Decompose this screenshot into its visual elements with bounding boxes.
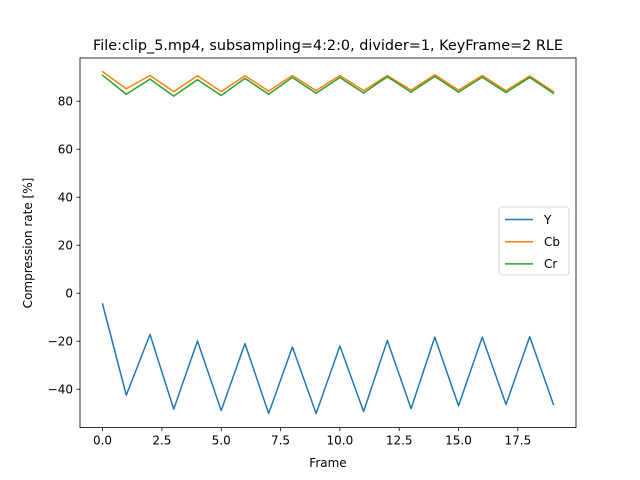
y-tick-label: 20 xyxy=(58,239,73,253)
y-tick-label: 40 xyxy=(58,191,73,205)
series-line-cr xyxy=(101,74,555,97)
x-tick-label: 12.5 xyxy=(386,434,413,448)
series-line-y xyxy=(101,303,555,415)
plot-lines xyxy=(101,70,555,415)
y-tick-label: 60 xyxy=(58,143,73,157)
y-axis-label: Compression rate [%] xyxy=(21,178,35,309)
y-tick-label: −40 xyxy=(48,383,73,397)
legend-items: Y Cb Cr xyxy=(505,213,560,271)
legend-label: Cb xyxy=(544,235,560,249)
chart-title: File:clip_5.mp4, subsampling=4:2:0, divi… xyxy=(93,38,563,54)
x-tick-label: 7.5 xyxy=(271,434,290,448)
x-tick-label: 17.5 xyxy=(504,434,531,448)
x-tick-label: 15.0 xyxy=(445,434,472,448)
y-tick-label: −20 xyxy=(48,335,73,349)
legend: Y Cb Cr xyxy=(498,206,570,276)
x-tick-label: 10.0 xyxy=(327,434,354,448)
x-axis-label: Frame xyxy=(309,456,346,470)
y-tick-label: 0 xyxy=(65,287,73,301)
legend-label: Cr xyxy=(544,257,557,271)
x-tick-label: 0.0 xyxy=(93,434,112,448)
plot-frame xyxy=(79,57,577,429)
legend-box xyxy=(498,206,570,276)
x-axis-ticks: 0.0 2.5 5.0 7.5 10.0 12.5 15.0 17.5 xyxy=(93,427,531,448)
y-axis-ticks: −40 −20 0 20 40 60 80 xyxy=(48,95,80,397)
x-tick-label: 2.5 xyxy=(152,434,171,448)
y-tick-label: 80 xyxy=(58,95,73,109)
x-tick-label: 5.0 xyxy=(212,434,231,448)
legend-label: Y xyxy=(543,213,552,227)
series-line-cb xyxy=(101,70,555,93)
